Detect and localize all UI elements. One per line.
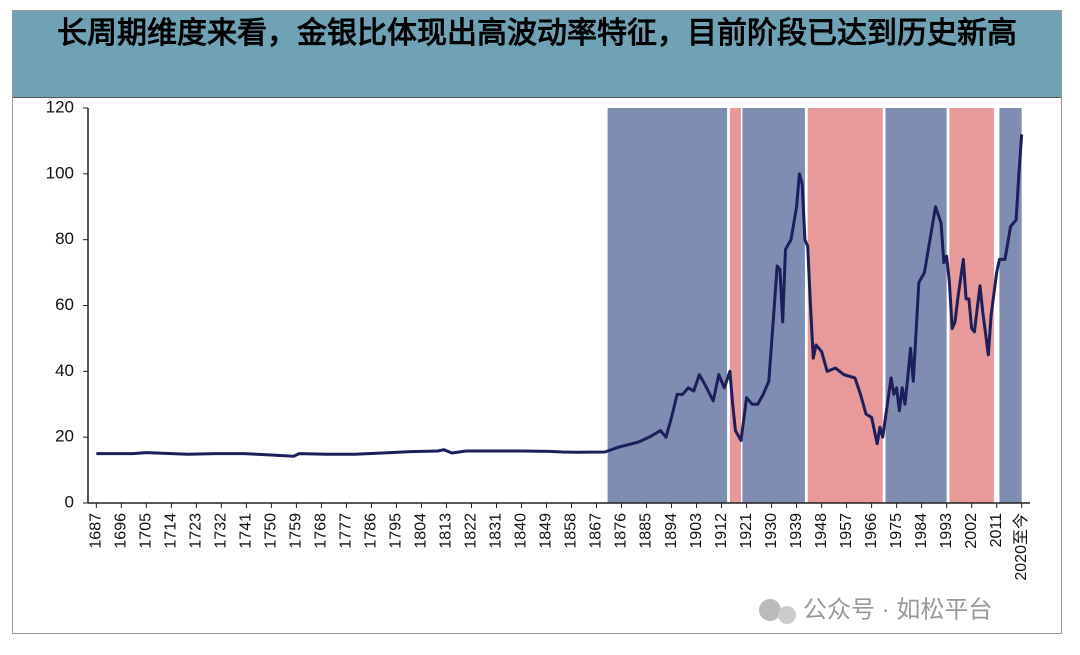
period-band bbox=[729, 108, 742, 503]
x-tick-label: 1786 bbox=[363, 513, 380, 549]
x-tick-label: 1993 bbox=[938, 513, 955, 549]
x-tick-label: 1813 bbox=[438, 513, 455, 549]
x-tick-label: 1768 bbox=[313, 513, 330, 549]
y-tick-label: 100 bbox=[46, 163, 74, 182]
x-tick-label: 1903 bbox=[688, 513, 705, 549]
x-tick-label: 1867 bbox=[588, 513, 605, 549]
x-tick-label: 1948 bbox=[813, 513, 830, 549]
x-tick-label: 1858 bbox=[563, 513, 580, 549]
x-tick-label: 1687 bbox=[88, 513, 105, 549]
period-band bbox=[607, 108, 728, 503]
chart-title: 长周期维度来看，金银比体现出高波动率特征，目前阶段已达到历史新高 bbox=[13, 11, 1061, 98]
x-tick-label: 1894 bbox=[663, 513, 680, 549]
x-tick-label: 2011 bbox=[988, 513, 1005, 548]
x-tick-label: 1831 bbox=[488, 513, 505, 549]
x-tick-label: 1705 bbox=[138, 513, 155, 549]
x-tick-label: 1732 bbox=[213, 513, 230, 549]
x-tick-label: 1804 bbox=[413, 513, 430, 549]
x-tick-label: 1921 bbox=[738, 513, 755, 549]
x-tick-label: 1876 bbox=[613, 513, 630, 549]
x-tick-label: 2020至今 bbox=[1012, 513, 1030, 581]
y-tick-label: 20 bbox=[55, 427, 74, 446]
x-tick-label: 1714 bbox=[163, 513, 180, 549]
x-tick-label: 1840 bbox=[513, 513, 530, 549]
x-tick-label: 1939 bbox=[788, 513, 805, 549]
x-tick-label: 1759 bbox=[288, 513, 305, 549]
y-tick-label: 120 bbox=[46, 97, 74, 116]
x-tick-label: 1885 bbox=[638, 513, 655, 549]
x-tick-label: 1930 bbox=[763, 513, 780, 549]
x-tick-label: 1975 bbox=[888, 513, 905, 549]
x-tick-label: 1822 bbox=[463, 513, 480, 549]
x-tick-label: 1912 bbox=[713, 513, 730, 549]
watermark-icon bbox=[759, 599, 796, 624]
period-band bbox=[807, 108, 883, 503]
watermark: 公众号 · 如松平台 bbox=[803, 596, 992, 623]
x-tick-label: 1696 bbox=[113, 513, 130, 549]
x-tick-label: 1957 bbox=[838, 513, 855, 549]
x-tick-label: 1795 bbox=[388, 513, 405, 549]
y-tick-label: 80 bbox=[55, 229, 74, 248]
y-tick-label: 60 bbox=[55, 295, 74, 314]
x-tick-label: 1984 bbox=[913, 513, 930, 549]
x-tick-label: 1750 bbox=[263, 513, 280, 549]
x-tick-label: 1741 bbox=[238, 513, 255, 549]
x-tick-label: 1777 bbox=[338, 513, 355, 549]
x-tick-label: 1723 bbox=[188, 513, 205, 549]
y-tick-label: 0 bbox=[65, 492, 74, 511]
y-tick-label: 40 bbox=[55, 361, 74, 380]
x-tick-label: 1849 bbox=[538, 513, 555, 549]
chart-frame bbox=[12, 10, 1062, 634]
line bbox=[96, 134, 1024, 458]
x-tick-label: 2002 bbox=[963, 513, 980, 549]
x-tick-label: 1966 bbox=[863, 513, 880, 549]
